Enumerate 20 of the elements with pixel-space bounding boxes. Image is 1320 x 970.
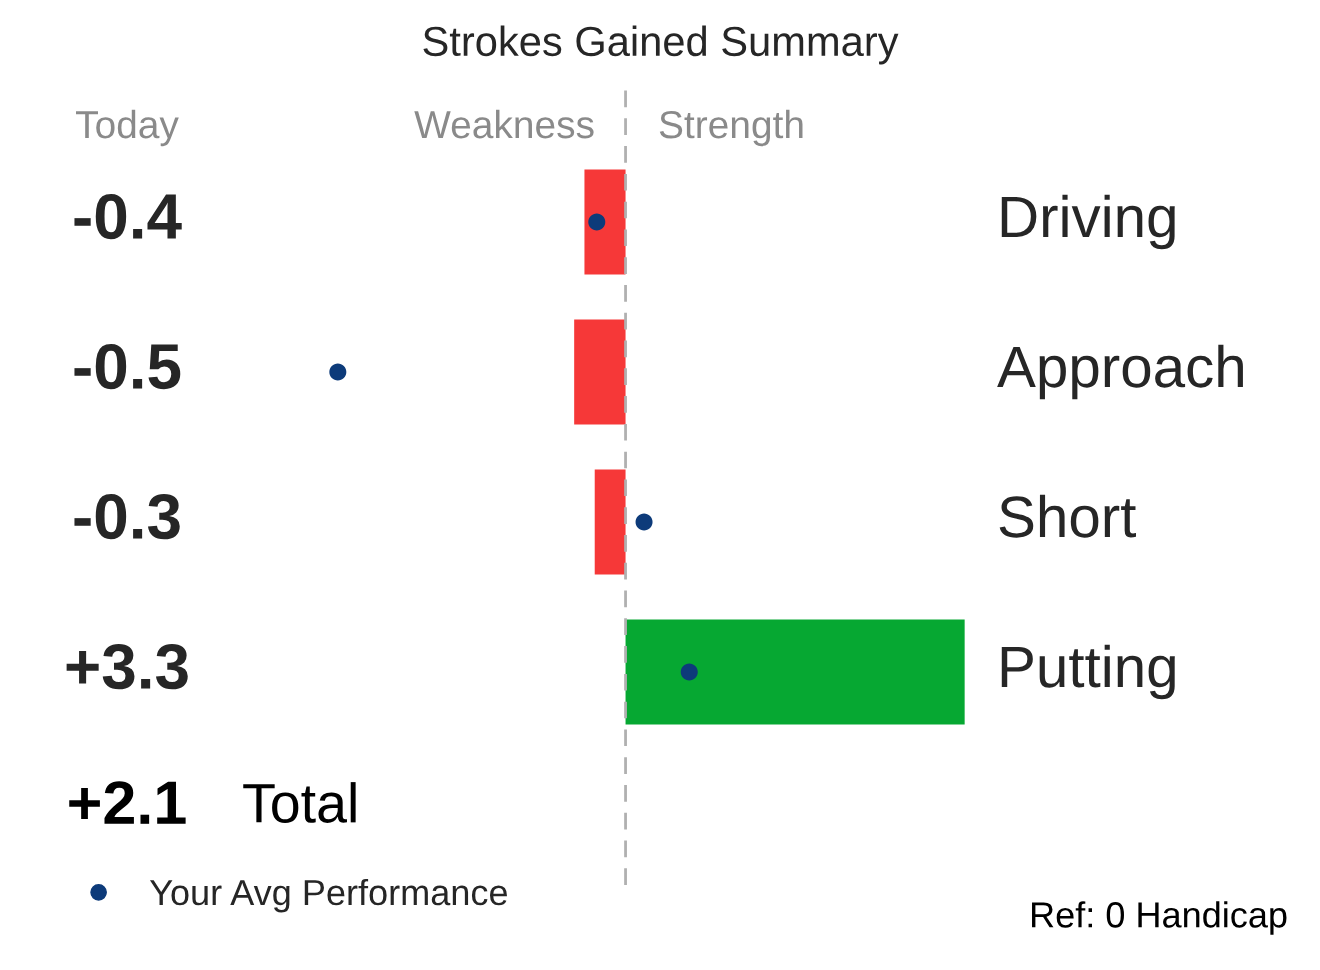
y-tick-label: Short bbox=[999, 494, 1136, 538]
chart-title: Strokes Gained Summary bbox=[423, 25, 899, 65]
data-label: -0.3 bbox=[74, 493, 180, 540]
point bbox=[329, 363, 347, 381]
data-label: -0.4 bbox=[74, 193, 182, 240]
y-tick-label: Putting bbox=[1001, 644, 1175, 700]
annotation: Strength bbox=[659, 109, 803, 147]
data-label: -0.5 bbox=[74, 343, 181, 390]
y-tick-label: Driving bbox=[1001, 194, 1175, 250]
annotation: Weakness bbox=[414, 109, 594, 139]
point bbox=[588, 213, 606, 231]
text: +2.1 bbox=[69, 781, 186, 824]
annotation: Total bbox=[243, 782, 356, 823]
point bbox=[635, 513, 653, 531]
legend-label: Your Avg Performance bbox=[149, 878, 507, 913]
point bbox=[680, 663, 698, 681]
data-label: +3.3 bbox=[66, 643, 188, 690]
text: Today bbox=[76, 109, 179, 147]
y-tick-label: Approach bbox=[997, 344, 1243, 400]
text: Ref: 0 Handicap bbox=[1032, 901, 1287, 935]
